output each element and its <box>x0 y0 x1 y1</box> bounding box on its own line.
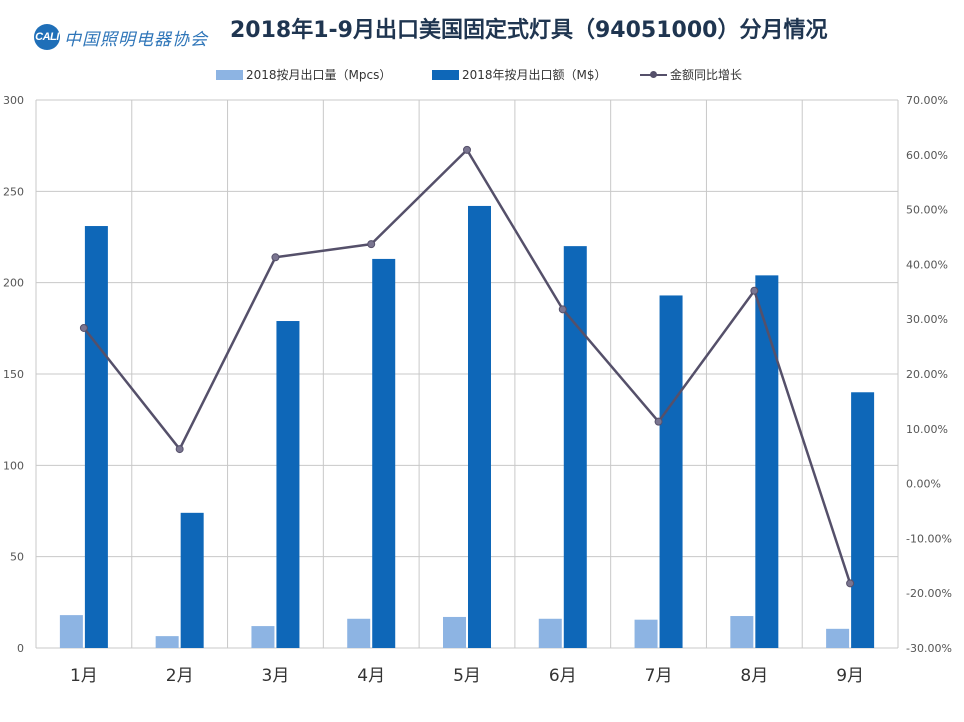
logo-mark: CALI <box>34 24 60 50</box>
growth-point <box>271 253 280 262</box>
bar-volume <box>538 618 562 648</box>
bar-value <box>84 226 108 649</box>
x-tick-label: 5月 <box>453 666 481 686</box>
bar-volume <box>347 618 371 648</box>
x-tick-label: 9月 <box>836 666 864 686</box>
bar-volume <box>730 616 754 648</box>
y-right-tick-label: 70.00% <box>906 94 948 107</box>
chart-title: 2018年1-9月出口美国固定式灯具（94051000）分月情况 <box>230 18 828 43</box>
growth-point <box>463 145 471 154</box>
legend-swatch-growth <box>640 71 667 78</box>
bar-value <box>180 512 204 648</box>
y-left-tick-label: 100 <box>3 459 24 472</box>
legend-label-growth: 金额同比增长 <box>670 68 743 82</box>
bar-volume <box>634 619 658 648</box>
y-right-tick-label: -20.00% <box>906 587 952 600</box>
y-left-tick-label: 0 <box>17 642 24 655</box>
bar-volume <box>443 616 466 648</box>
y-left-tick-label: 300 <box>3 94 24 107</box>
bar-value <box>755 275 779 648</box>
legend-swatch-volume <box>216 70 243 80</box>
legend-label-volume: 2018按月出口量（Mpcs） <box>246 68 392 82</box>
bar-volume <box>251 626 275 648</box>
growth-point <box>79 323 88 332</box>
y-right-tick-label: -10.00% <box>906 532 952 545</box>
y-left-tick-label: 150 <box>3 368 24 381</box>
bar-value <box>468 205 491 649</box>
bar-volume <box>155 636 179 648</box>
bar-volume <box>826 628 850 648</box>
association-logo: CALI 中国照明电器协会 <box>34 22 214 52</box>
growth-point <box>175 445 184 454</box>
legend-label-value: 2018年按月出口额（M$） <box>462 68 607 82</box>
growth-point <box>654 417 663 426</box>
legend-swatch-value <box>432 70 459 80</box>
growth-point <box>367 240 376 249</box>
y-left-tick-label: 50 <box>10 551 24 564</box>
x-tick-label: 8月 <box>740 666 768 686</box>
growth-point <box>846 579 855 588</box>
x-tick-label: 2月 <box>166 666 194 686</box>
y-right-tick-label: 30.00% <box>906 313 948 326</box>
growth-point <box>750 286 759 295</box>
x-tick-label: 3月 <box>262 666 290 686</box>
y-right-tick-label: 20.00% <box>906 368 948 381</box>
y-right-tick-label: 0.00% <box>906 478 941 491</box>
y-right-tick-label: 10.00% <box>906 423 948 436</box>
x-tick-label: 1月 <box>70 666 98 686</box>
y-right-tick-label: 40.00% <box>906 258 948 271</box>
y-right-tick-label: 50.00% <box>906 204 948 217</box>
bar-volume <box>59 615 83 648</box>
y-left-tick-label: 200 <box>3 277 24 290</box>
growth-point <box>558 305 567 314</box>
y-left-tick-label: 250 <box>3 185 24 198</box>
bar-value <box>851 392 875 648</box>
bar-value <box>276 321 300 648</box>
bar-value <box>659 295 683 648</box>
y-right-tick-label: -30.00% <box>906 642 952 655</box>
logo-name: 中国照明电器协会 <box>64 30 208 50</box>
bar-value <box>372 258 396 648</box>
x-tick-label: 6月 <box>549 666 577 686</box>
x-tick-label: 7月 <box>645 666 673 686</box>
x-tick-label: 4月 <box>357 666 385 686</box>
y-right-tick-label: 60.00% <box>906 149 948 162</box>
bar-value <box>563 246 587 648</box>
